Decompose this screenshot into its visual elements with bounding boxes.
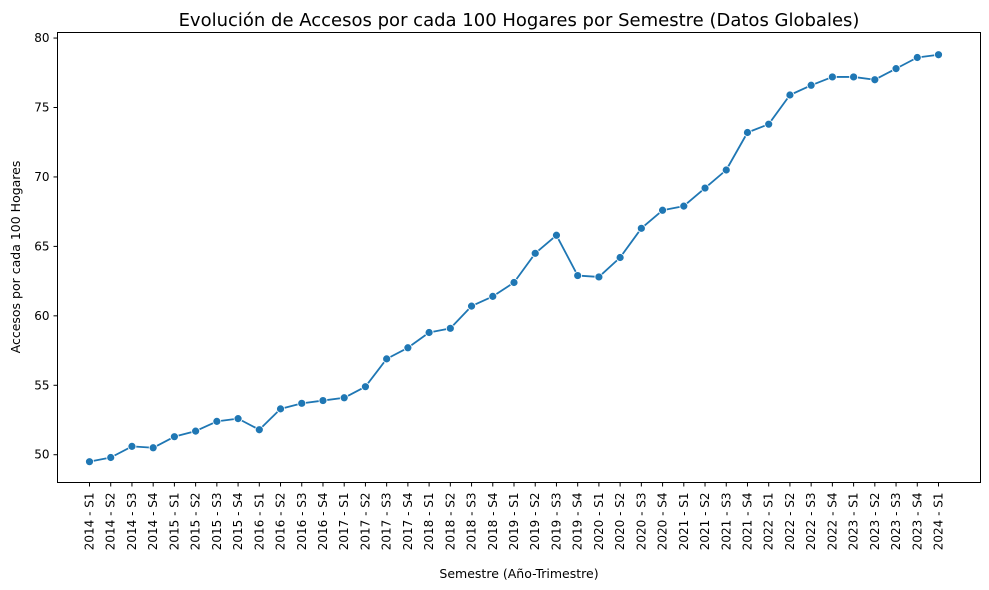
data-point [254, 425, 264, 435]
data-point [530, 248, 540, 258]
x-tick-label: 2023 - S4 [910, 493, 924, 551]
x-tick-label: 2016 - S2 [274, 493, 288, 551]
x-tick-label: 2020 - S1 [592, 493, 606, 551]
data-point [849, 72, 858, 82]
x-axis: 2014 - S1 2014 - S2 2014 - S3 2014 - S4 2015… [83, 482, 946, 551]
data-point [764, 119, 774, 129]
x-tick-label: 2018 - S1 [422, 493, 436, 551]
y-axis: 50 55 60 65 70 75 80 [34, 31, 58, 462]
data-point [148, 443, 158, 453]
x-tick-label: 2017 - S2 [358, 493, 372, 551]
x-tick-label: 2022 - S2 [783, 493, 797, 551]
data-point [318, 396, 328, 405]
data-point [509, 278, 519, 287]
data-point [721, 165, 731, 175]
data-point [488, 291, 498, 301]
y-tick-label: 65 [34, 239, 49, 253]
x-tick-label: 2019 - S3 [549, 493, 563, 551]
data-point [445, 323, 455, 333]
x-tick-label: 2015 - S4 [231, 493, 245, 551]
x-tick-label: 2017 - S1 [337, 493, 351, 551]
data-point [424, 328, 434, 337]
x-tick-label: 2023 - S1 [847, 493, 861, 551]
data-point [615, 253, 625, 262]
data-point [361, 382, 370, 392]
x-tick-label: 2021 - S3 [719, 493, 733, 551]
data-point [169, 432, 179, 442]
x-tick-label: 2017 - S4 [401, 493, 415, 551]
x-axis-label: Semestre (Año-Trimestre) [439, 566, 598, 581]
data-point [700, 183, 710, 193]
y-tick-label: 50 [34, 448, 49, 462]
chart-title: Evolución de Accesos por cada 100 Hogare… [179, 10, 860, 31]
x-tick-label: 2014 - S3 [125, 493, 139, 551]
x-tick-label: 2015 - S3 [210, 493, 224, 551]
x-tick-label: 2018 - S3 [465, 493, 479, 551]
x-tick-label: 2017 - S3 [380, 493, 394, 551]
data-point [870, 75, 880, 85]
data-point [276, 404, 285, 414]
data-point [827, 72, 837, 82]
x-tick-label: 2022 - S4 [825, 493, 839, 551]
x-tick-label: 2019 - S4 [571, 493, 585, 551]
x-tick-label: 2016 - S3 [295, 493, 309, 551]
y-tick-label: 55 [34, 378, 49, 392]
x-tick-label: 2021 - S1 [677, 493, 691, 551]
data-point [912, 53, 922, 62]
x-tick-label: 2018 - S2 [443, 493, 457, 551]
data-point [743, 128, 752, 137]
data-point [679, 201, 689, 211]
x-tick-label: 2015 - S1 [167, 493, 181, 551]
x-tick-label: 2014 - S4 [146, 493, 160, 551]
x-tick-label: 2014 - S1 [83, 493, 97, 551]
series-line [89, 53, 939, 463]
y-axis-label: Accesos por cada 100 Hogares [8, 161, 23, 354]
x-tick-label: 2021 - S4 [740, 493, 754, 551]
x-tick-label: 2023 - S2 [868, 493, 882, 551]
x-tick-label: 2022 - S1 [762, 493, 776, 551]
data-point [785, 90, 795, 100]
x-tick-label: 2015 - S2 [189, 493, 203, 551]
y-tick-label: 60 [34, 309, 49, 323]
data-point [403, 343, 413, 353]
data-point [382, 354, 392, 364]
data-point [339, 393, 349, 403]
data-point [573, 271, 583, 280]
x-tick-label: 2023 - S3 [889, 493, 903, 551]
data-point [233, 414, 243, 424]
data-point [594, 272, 604, 282]
x-tick-label: 2020 - S2 [613, 493, 627, 551]
data-point [191, 426, 201, 436]
data-point [636, 223, 646, 233]
y-tick-label: 80 [34, 31, 49, 45]
x-tick-label: 2014 - S2 [104, 493, 118, 551]
data-point [106, 453, 116, 462]
data-point [212, 416, 222, 426]
data-point [934, 50, 943, 60]
x-tick-label: 2021 - S2 [698, 493, 712, 551]
y-tick-label: 75 [34, 101, 49, 115]
data-point [806, 80, 816, 90]
data-point [127, 441, 137, 451]
x-tick-label: 2018 - S4 [486, 493, 500, 551]
x-tick-label: 2016 - S4 [316, 493, 330, 551]
data-point [85, 457, 94, 467]
data-point [467, 301, 476, 311]
data-series [85, 50, 943, 467]
data-point [297, 398, 307, 408]
x-tick-label: 2019 - S2 [528, 493, 542, 551]
x-tick-label: 2022 - S3 [804, 493, 818, 551]
data-point [658, 205, 667, 215]
plot-area-frame [57, 32, 981, 483]
x-tick-label: 2016 - S1 [252, 493, 266, 551]
x-tick-label: 2020 - S3 [634, 493, 648, 551]
data-point [552, 230, 561, 240]
x-tick-label: 2024 - S1 [932, 493, 946, 551]
data-point [891, 64, 901, 74]
y-tick-label: 70 [34, 170, 49, 184]
x-tick-label: 2019 - S1 [507, 493, 521, 551]
x-tick-label: 2020 - S4 [656, 493, 670, 551]
